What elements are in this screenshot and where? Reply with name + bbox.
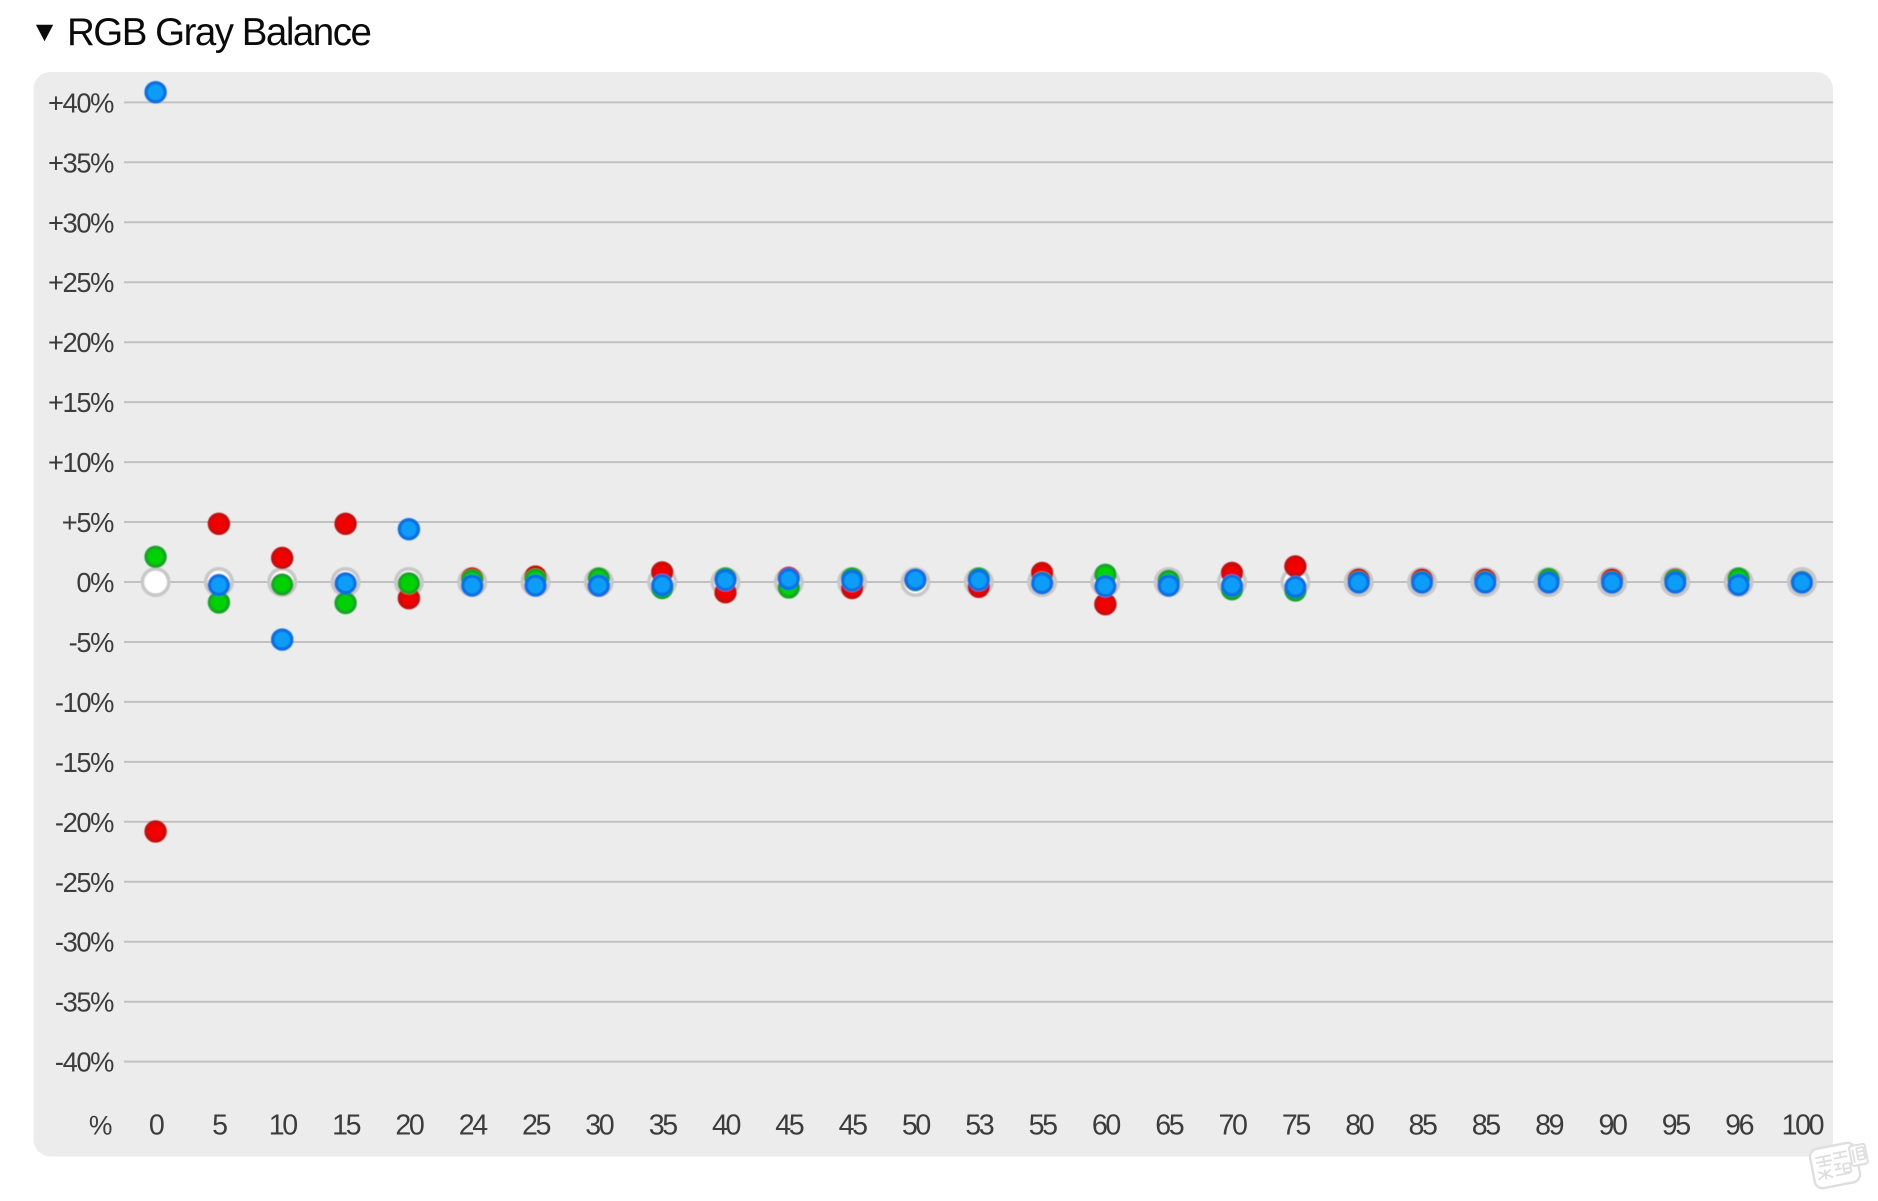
svg-text:+5%: +5% — [62, 507, 114, 538]
svg-text:89: 89 — [1535, 1109, 1564, 1141]
svg-text:30: 30 — [585, 1109, 614, 1141]
svg-text:-40%: -40% — [55, 1047, 114, 1078]
svg-text:+15%: +15% — [48, 387, 114, 418]
svg-text:95: 95 — [1662, 1109, 1691, 1141]
svg-text:45: 45 — [775, 1109, 804, 1141]
svg-text:+10%: +10% — [48, 447, 114, 478]
svg-text:10: 10 — [269, 1109, 298, 1141]
svg-text:+30%: +30% — [48, 207, 114, 238]
svg-text:55: 55 — [1029, 1109, 1058, 1141]
svg-text:-5%: -5% — [69, 627, 114, 658]
svg-text:100: 100 — [1782, 1109, 1824, 1141]
svg-text:-35%: -35% — [55, 987, 114, 1018]
svg-text:90: 90 — [1598, 1109, 1627, 1141]
svg-text:75: 75 — [1282, 1109, 1311, 1141]
svg-text:-15%: -15% — [55, 747, 114, 778]
svg-text:45: 45 — [839, 1109, 868, 1141]
svg-text:70: 70 — [1218, 1109, 1247, 1141]
svg-text:40: 40 — [712, 1109, 741, 1141]
svg-text:-20%: -20% — [55, 807, 114, 838]
svg-text:50: 50 — [902, 1109, 931, 1141]
svg-text:+35%: +35% — [48, 147, 114, 178]
svg-text:-30%: -30% — [55, 927, 114, 958]
svg-text:35: 35 — [649, 1109, 678, 1141]
svg-text:60: 60 — [1092, 1109, 1121, 1141]
svg-text:85: 85 — [1408, 1109, 1437, 1141]
svg-text:RGB Gray Balance: RGB Gray Balance — [67, 11, 370, 54]
svg-text:-10%: -10% — [55, 687, 114, 718]
svg-text:0%: 0% — [76, 567, 114, 598]
svg-text:0: 0 — [149, 1109, 164, 1141]
svg-text:+20%: +20% — [48, 327, 114, 358]
svg-text:%: % — [89, 1110, 112, 1140]
svg-text:96: 96 — [1725, 1109, 1754, 1141]
svg-text:24: 24 — [459, 1109, 489, 1141]
svg-text:65: 65 — [1155, 1109, 1184, 1141]
svg-text:80: 80 — [1345, 1109, 1374, 1141]
svg-text:85: 85 — [1472, 1109, 1501, 1141]
svg-text:25: 25 — [522, 1109, 551, 1141]
svg-text:5: 5 — [212, 1109, 227, 1141]
svg-text:-25%: -25% — [55, 867, 114, 898]
svg-text:53: 53 — [965, 1109, 994, 1141]
svg-text:+25%: +25% — [48, 267, 114, 298]
svg-text:20: 20 — [395, 1109, 424, 1141]
svg-text:+40%: +40% — [48, 87, 114, 118]
svg-text:15: 15 — [332, 1109, 361, 1141]
